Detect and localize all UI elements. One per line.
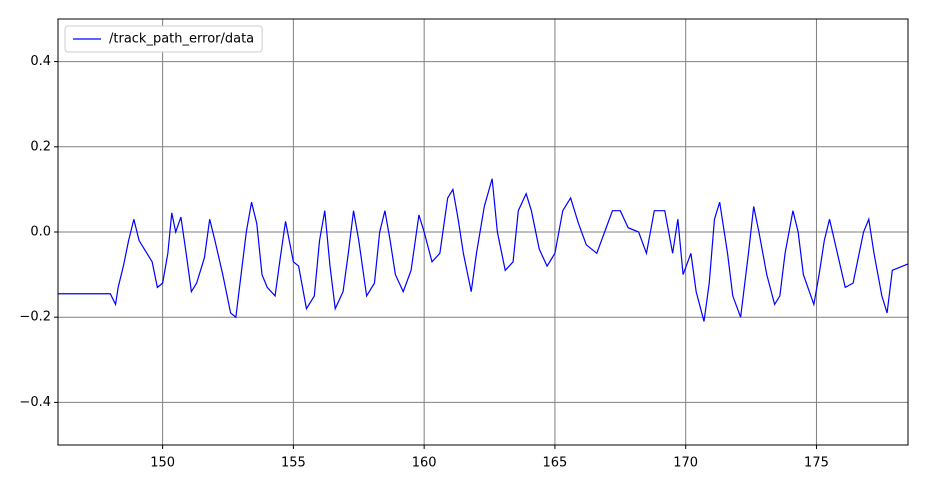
data-line — [58, 178, 909, 322]
x-tick-label: 150 — [150, 456, 175, 471]
legend — [64, 25, 263, 53]
x-tick-label: 165 — [543, 456, 568, 471]
axes-frame — [57, 18, 909, 446]
x-tick-label: 170 — [673, 456, 698, 471]
y-tick-label: 0.0 — [30, 225, 51, 240]
y-tick-label: 0.4 — [30, 54, 51, 69]
x-tick-label: 175 — [804, 456, 829, 471]
legend-label: /track_path_error/data — [109, 32, 254, 47]
y-tick-label: −0.4 — [19, 395, 51, 410]
y-tick-label: −0.2 — [19, 310, 51, 325]
x-tick-label: 155 — [281, 456, 306, 471]
x-tick-label: 160 — [412, 456, 437, 471]
y-tick-label: 0.2 — [30, 139, 51, 154]
